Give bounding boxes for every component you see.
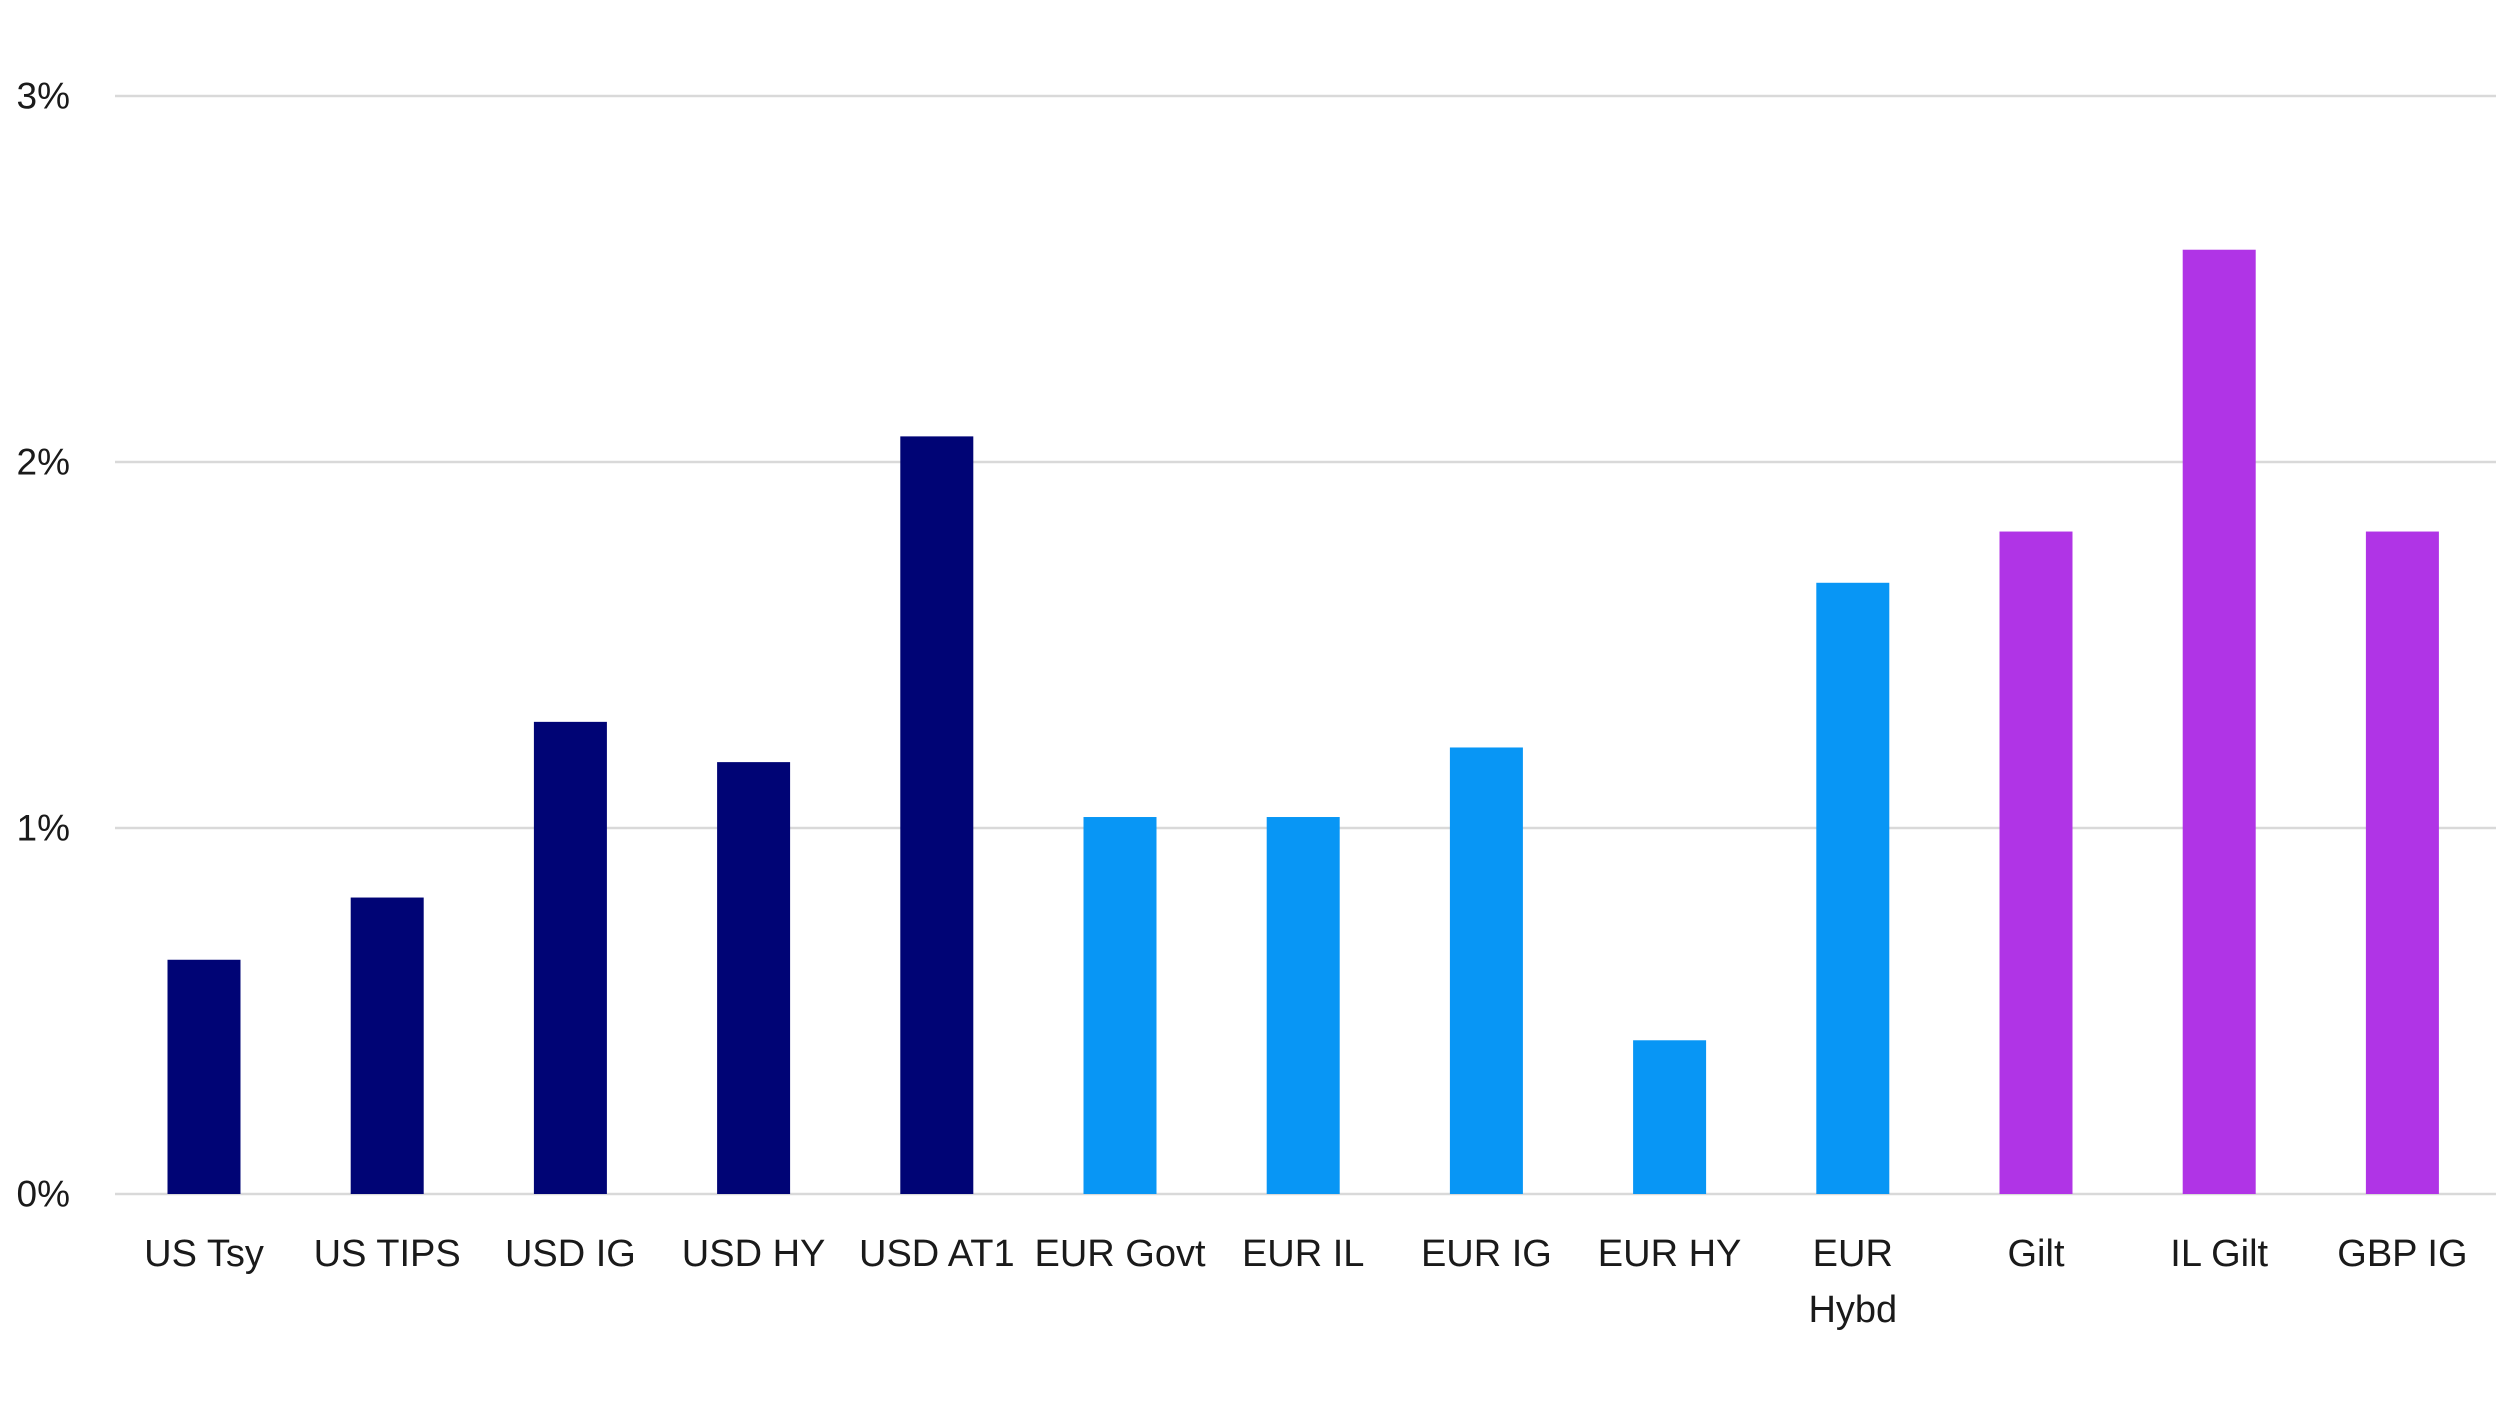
bar bbox=[1999, 531, 2073, 1194]
bar bbox=[350, 897, 424, 1194]
bars bbox=[167, 249, 2439, 1195]
bar bbox=[1816, 582, 1890, 1194]
bar bbox=[900, 436, 974, 1194]
bar bbox=[717, 762, 791, 1194]
x-tick-label: USD IG bbox=[505, 1233, 636, 1275]
bar bbox=[1083, 817, 1157, 1194]
bar bbox=[167, 959, 241, 1194]
x-tick-label: IL Gilt bbox=[2170, 1233, 2268, 1275]
y-tick-label: 0% bbox=[17, 1174, 70, 1215]
y-tick-label: 2% bbox=[17, 442, 70, 483]
x-tick-label: US Tsy bbox=[144, 1233, 264, 1275]
y-tick-label: 3% bbox=[17, 76, 70, 117]
y-tick-label: 1% bbox=[17, 808, 70, 849]
x-tick-label: US TIPS bbox=[314, 1233, 461, 1275]
x-tick-label: EUR IG bbox=[1421, 1233, 1552, 1275]
bar bbox=[533, 721, 607, 1194]
bar bbox=[1266, 817, 1340, 1194]
x-tick-label: Gilt bbox=[2008, 1233, 2065, 1275]
bar bbox=[1633, 1040, 1707, 1194]
x-tick-label: GBP IG bbox=[2337, 1233, 2467, 1275]
bar bbox=[2365, 531, 2439, 1194]
x-axis-labels: US Tsy US TIPS USD IG USD HY USD AT1 EUR Govt… bbox=[144, 1233, 2467, 1331]
x-tick-label: EUR Hybd bbox=[1808, 1233, 1897, 1331]
x-tick-label: EUR Govt bbox=[1034, 1233, 1205, 1275]
bar bbox=[1449, 747, 1523, 1194]
y-axis-ticks: 0% 1% 2% 3% bbox=[17, 76, 70, 1215]
x-tick-label: USD AT1 bbox=[859, 1233, 1015, 1275]
bar bbox=[2182, 249, 2256, 1195]
x-tick-label: EUR HY bbox=[1598, 1233, 1742, 1275]
x-tick-label: USD HY bbox=[682, 1233, 826, 1275]
x-tick-label: EUR IL bbox=[1242, 1233, 1364, 1275]
